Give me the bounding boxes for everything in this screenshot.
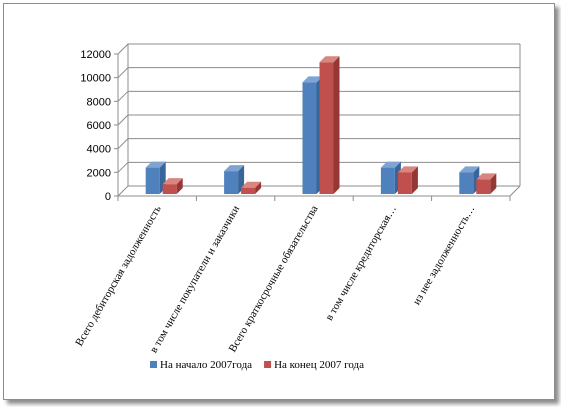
y-tick-label: 2000: [87, 167, 111, 179]
bar-top: [476, 173, 497, 180]
gridline: [117, 138, 520, 150]
bar: [241, 187, 256, 194]
bar: [224, 171, 239, 194]
gridline: [117, 90, 520, 102]
gridline: [117, 114, 520, 126]
bar-top: [145, 161, 166, 168]
bar-top: [302, 76, 323, 83]
gridline: [117, 67, 520, 79]
bar-top: [162, 178, 183, 185]
legend: На начало 2007года На конец 2007 года: [150, 359, 364, 371]
legend-label: На конец 2007 года: [274, 359, 364, 371]
bar: [145, 167, 160, 194]
chart-area: [3, 3, 555, 400]
bar-side: [333, 56, 340, 195]
legend-swatch: [264, 361, 272, 368]
y-tick-label: 12000: [80, 49, 111, 61]
bar-top: [459, 166, 480, 173]
x-category-label: из нее задолженность…: [411, 204, 478, 308]
bar: [302, 82, 317, 194]
gridline: [117, 43, 520, 55]
legend-swatch: [150, 361, 157, 368]
x-category-label: в том числе покупатели и заказчики: [148, 203, 243, 355]
x-category-label: в том числе кредиторская…: [323, 204, 399, 323]
bar: [162, 184, 177, 194]
bar-top: [241, 181, 262, 188]
y-tick-label: 6000: [87, 120, 111, 132]
bar-side: [490, 173, 497, 194]
bar-side: [255, 181, 262, 194]
bar: [459, 172, 474, 194]
bar-side: [176, 178, 183, 194]
y-tick-label: 8000: [87, 96, 111, 108]
y-tick-label: 10000: [80, 73, 111, 85]
bar: [397, 172, 412, 194]
bar-top: [224, 165, 245, 172]
bar: [380, 167, 395, 194]
x-category-label: Всего дебиторская задолженность: [73, 204, 164, 349]
bar-side: [411, 166, 418, 194]
bar-top: [397, 166, 418, 173]
legend-label: На начало 2007года: [160, 359, 252, 371]
y-tick-label: 0: [105, 191, 111, 203]
bar: [476, 179, 491, 194]
bars: [145, 56, 497, 195]
y-tick-label: 4000: [87, 144, 111, 156]
x-category-label: Всего краткосрочные обязательства: [227, 203, 321, 354]
bar: [319, 62, 334, 195]
bar-top: [319, 56, 340, 63]
bar-top: [380, 161, 401, 168]
y-axis: 0 2000 4000 6000 8000 10000 12000: [80, 49, 118, 203]
